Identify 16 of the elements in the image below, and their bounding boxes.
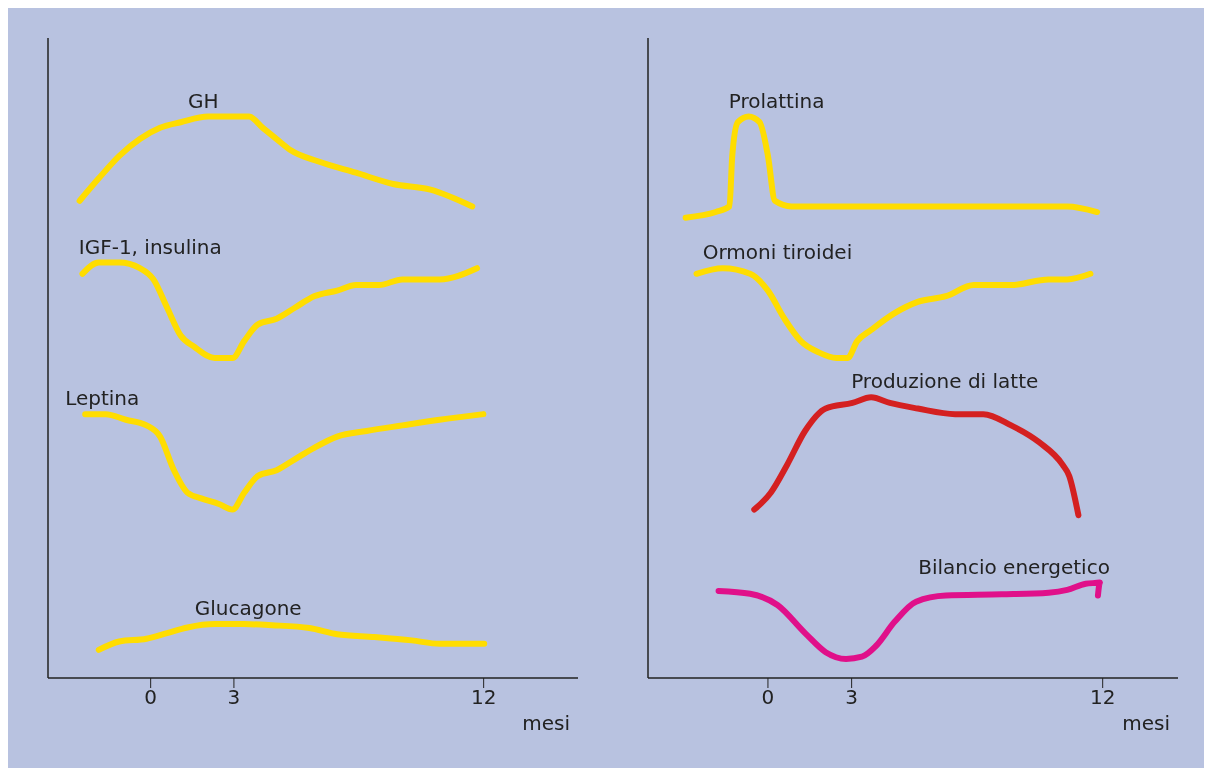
x-tick-label: 3 bbox=[845, 685, 858, 710]
x-tick-label: 12 bbox=[470, 685, 497, 710]
x-tick-label: 3 bbox=[227, 685, 241, 710]
series-label: Glucagone bbox=[194, 596, 302, 621]
x-axis-title: mesi bbox=[522, 711, 570, 735]
series-label: Leptina bbox=[65, 386, 140, 411]
series-label: Bilancio energetico bbox=[918, 554, 1110, 579]
x-tick-label: 12 bbox=[1089, 685, 1116, 710]
series-label: GH bbox=[188, 88, 219, 113]
series-label: Produzione di latte bbox=[851, 369, 1039, 394]
x-axis-title: mesi bbox=[1122, 711, 1170, 735]
series-label: Prolattina bbox=[728, 88, 825, 113]
series-label: IGF-1, insulina bbox=[78, 234, 222, 259]
series-label: Ormoni tiroidei bbox=[702, 240, 853, 265]
x-tick-label: 0 bbox=[144, 685, 158, 710]
x-tick-label: 0 bbox=[761, 685, 775, 710]
